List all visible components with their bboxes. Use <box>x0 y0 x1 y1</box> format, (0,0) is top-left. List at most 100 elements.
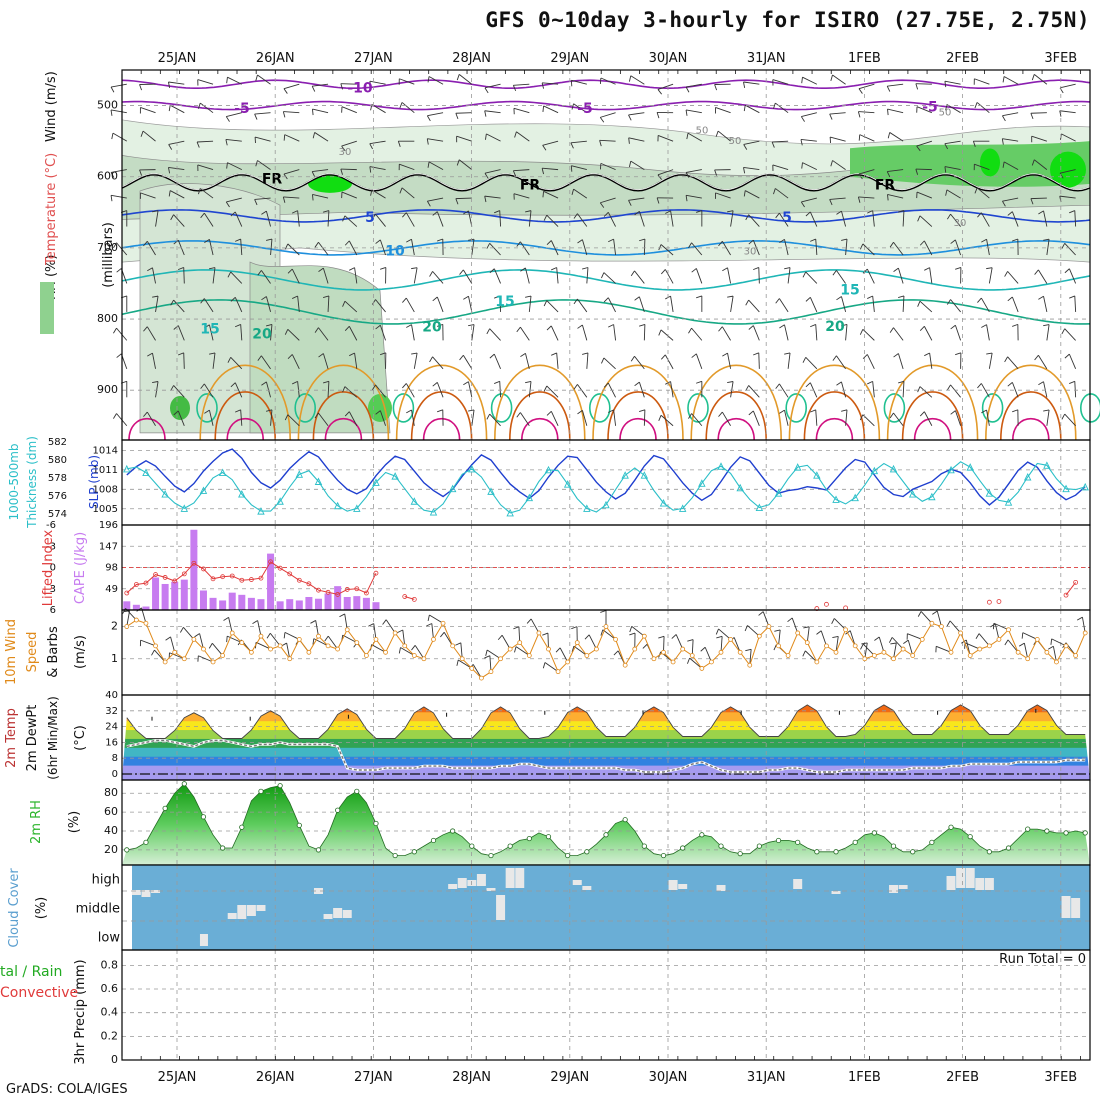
rh-point <box>200 814 207 820</box>
wind-barb <box>1068 353 1077 370</box>
wind-barb-feather <box>427 161 430 168</box>
cape-bar <box>257 599 265 610</box>
wind-barb-feather <box>226 162 228 169</box>
cloud-clear-cell <box>256 905 266 911</box>
cape-bar <box>152 577 160 610</box>
wind-barb <box>581 410 588 426</box>
wind-barb <box>944 166 961 171</box>
wind-barb <box>318 327 329 341</box>
wind-barb-feather <box>209 352 216 355</box>
wind-speed-point <box>124 624 130 629</box>
wind-barb <box>155 210 159 227</box>
y-tick-label: 8 <box>112 753 118 764</box>
wind-barb-feather <box>116 353 122 358</box>
isotherm-label: -5 <box>577 101 593 117</box>
wind-barb <box>986 324 990 341</box>
wind-barb-feather <box>456 659 459 666</box>
date-label-bottom: 29JAN <box>550 1070 589 1085</box>
lifted-index-point <box>124 590 130 596</box>
cloud-clear-cell <box>678 884 688 889</box>
wind-barb <box>704 647 712 663</box>
wind-barb-feather <box>543 215 548 221</box>
wind-barb <box>227 635 242 644</box>
wind-barb <box>413 267 418 284</box>
wind-speed-point <box>852 643 858 649</box>
wind-barb <box>730 296 734 312</box>
rh-point <box>1005 845 1012 851</box>
wind-barb-feather <box>283 88 288 94</box>
wind-barb <box>312 194 329 199</box>
wind-speed-point <box>220 653 226 658</box>
wind-barb-feather <box>287 354 293 360</box>
wind-barb <box>379 410 386 426</box>
wind-barb <box>513 107 530 114</box>
cape-bar <box>180 579 188 610</box>
wind-barb <box>858 169 875 175</box>
wind-barb-feather <box>123 610 130 613</box>
wind-barb-feather <box>599 202 605 208</box>
wind-barb-feather <box>981 409 987 414</box>
wind-barb-feather <box>177 267 184 271</box>
thickness-marker <box>889 464 898 473</box>
wind-barb <box>929 267 933 284</box>
isotherm-25 <box>981 393 1004 423</box>
lifted-index-point <box>335 592 341 597</box>
wind-barb <box>815 324 818 341</box>
wind-barb-feather <box>773 188 776 195</box>
wind-barb-feather <box>696 210 702 213</box>
wind-barb-feather <box>874 636 880 641</box>
thickness-marker <box>621 471 629 479</box>
isotherm-label: 15 <box>495 294 514 310</box>
isotherm-warm-arch <box>494 364 586 441</box>
wind-barb-feather <box>542 191 545 198</box>
wind-speed-point <box>526 653 532 658</box>
wind-speed-point <box>613 637 618 642</box>
rh-point <box>814 849 820 855</box>
wind-speed-point <box>1073 653 1079 658</box>
wind-barb-feather <box>204 409 210 414</box>
wind-barb-feather <box>436 323 443 327</box>
cloud-clear-cell <box>237 905 247 919</box>
wind-barb <box>550 325 559 341</box>
wind-barb-feather <box>748 325 754 330</box>
wind-barb-feather <box>727 295 734 298</box>
wind-barb <box>486 649 501 660</box>
cloud-clear-cell <box>227 913 237 919</box>
wind-barb <box>146 241 156 256</box>
rh-point <box>795 839 801 845</box>
wind-barb <box>1007 639 1019 653</box>
wind-barb <box>613 409 617 426</box>
wind-barb <box>691 327 703 341</box>
wind-barb <box>327 210 330 227</box>
date-label-top: 30JAN <box>649 51 688 66</box>
wind-barb <box>152 267 156 284</box>
wind-barb <box>800 139 817 142</box>
thickness-marker <box>161 490 169 498</box>
wind-barb <box>779 212 789 227</box>
pressure-axis-title: (millibars) <box>101 222 116 288</box>
wind-barb-feather <box>658 244 662 251</box>
wind-barb <box>577 298 588 313</box>
cape-bar <box>343 596 351 610</box>
wind-barb-feather <box>542 105 545 112</box>
thickness-marker <box>985 489 994 497</box>
wind-barb <box>907 633 923 640</box>
wind-barb-feather <box>426 200 431 207</box>
wind-barb-feather <box>1002 115 1006 122</box>
wind-barb-feather <box>688 327 692 334</box>
rh-point <box>641 843 647 849</box>
rh-point <box>737 851 743 857</box>
wind-speed-point <box>891 656 896 662</box>
wind-speed-point <box>594 646 599 652</box>
y-tick-label: 582 <box>48 437 67 448</box>
cloud-clear-cell <box>831 891 841 894</box>
isotherm-label: 20 <box>422 320 442 336</box>
wind-barb-feather <box>1047 645 1054 650</box>
wind-barb-feather <box>1038 381 1044 386</box>
wind-barb-feather <box>1004 356 1009 363</box>
wind-barb-feather <box>977 297 982 303</box>
wind-barb-feather <box>340 83 343 90</box>
wind-barb <box>949 620 961 634</box>
thickness-marker <box>218 468 227 476</box>
wind-barb <box>344 215 358 227</box>
